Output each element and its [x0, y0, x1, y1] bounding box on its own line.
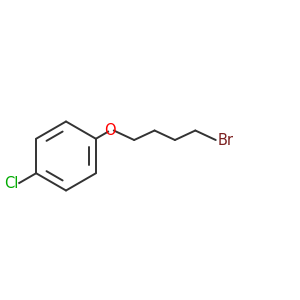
Text: O: O: [104, 123, 116, 138]
Text: Cl: Cl: [4, 176, 18, 190]
Text: Br: Br: [218, 133, 234, 148]
